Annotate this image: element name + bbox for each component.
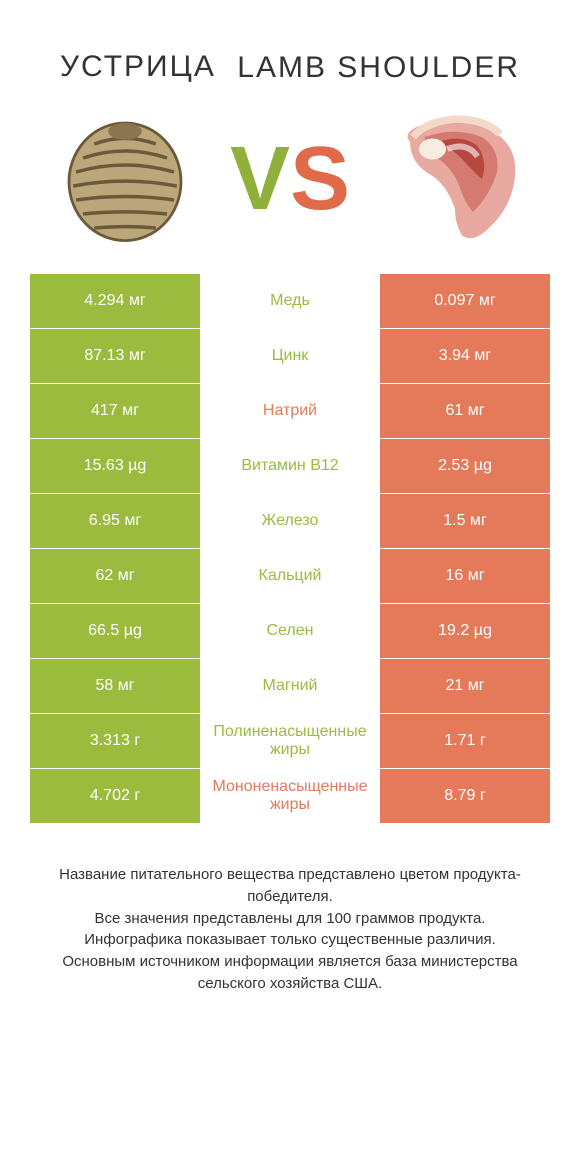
oyster-icon xyxy=(50,104,200,254)
left-value: 417 мг xyxy=(30,384,200,438)
images-row: VS xyxy=(0,94,580,274)
left-value: 58 мг xyxy=(30,659,200,713)
table-row: 66.5 µgСелен19.2 µg xyxy=(30,604,550,659)
footer-line: Основным источником информации является … xyxy=(30,951,550,995)
footer-line: Инфографика показывает только существенн… xyxy=(30,929,550,951)
footer-text: Название питательного вещества представл… xyxy=(0,824,580,995)
table-row: 4.702 гМононенасыщенные жиры8.79 г xyxy=(30,769,550,824)
right-value: 2.53 µg xyxy=(380,439,550,493)
right-value: 19.2 µg xyxy=(380,604,550,658)
right-value: 8.79 г xyxy=(380,769,550,823)
left-value: 4.702 г xyxy=(30,769,200,823)
left-value: 6.95 мг xyxy=(30,494,200,548)
footer-line: Название питательного вещества представл… xyxy=(30,864,550,908)
right-value: 1.5 мг xyxy=(380,494,550,548)
header: Устрица Lamb Shoulder xyxy=(0,0,580,94)
nutrient-label: Цинк xyxy=(200,329,380,383)
left-value: 62 мг xyxy=(30,549,200,603)
footer-line: Все значения представлены для 100 граммо… xyxy=(30,908,550,930)
right-value: 21 мг xyxy=(380,659,550,713)
nutrient-label: Селен xyxy=(200,604,380,658)
nutrient-label: Медь xyxy=(200,274,380,328)
table-row: 417 мгНатрий61 мг xyxy=(30,384,550,439)
right-value: 61 мг xyxy=(380,384,550,438)
right-value: 1.71 г xyxy=(380,714,550,768)
left-value: 66.5 µg xyxy=(30,604,200,658)
nutrient-label: Мононенасыщенные жиры xyxy=(200,769,380,823)
table-row: 3.313 гПолиненасыщенные жиры1.71 г xyxy=(30,714,550,769)
table-row: 15.63 µgВитамин B122.53 µg xyxy=(30,439,550,494)
table-row: 4.294 мгМедь0.097 мг xyxy=(30,274,550,329)
nutrient-label: Полиненасыщенные жиры xyxy=(200,714,380,768)
table-row: 62 мгКальций16 мг xyxy=(30,549,550,604)
left-title: Устрица xyxy=(60,50,216,84)
left-value: 87.13 мг xyxy=(30,329,200,383)
table-row: 6.95 мгЖелезо1.5 мг xyxy=(30,494,550,549)
left-value: 3.313 г xyxy=(30,714,200,768)
right-value: 3.94 мг xyxy=(380,329,550,383)
table-row: 87.13 мгЦинк3.94 мг xyxy=(30,329,550,384)
right-title: Lamb Shoulder xyxy=(237,51,520,84)
lamb-icon xyxy=(380,104,530,254)
table-row: 58 мгМагний21 мг xyxy=(30,659,550,714)
left-value: 15.63 µg xyxy=(30,439,200,493)
nutrient-table: 4.294 мгМедь0.097 мг87.13 мгЦинк3.94 мг4… xyxy=(0,274,580,824)
right-value: 0.097 мг xyxy=(380,274,550,328)
nutrient-label: Магний xyxy=(200,659,380,713)
nutrient-label: Железо xyxy=(200,494,380,548)
nutrient-label: Витамин B12 xyxy=(200,439,380,493)
nutrient-label: Кальций xyxy=(200,549,380,603)
left-value: 4.294 мг xyxy=(30,274,200,328)
vs-label: VS xyxy=(230,134,350,224)
right-value: 16 мг xyxy=(380,549,550,603)
nutrient-label: Натрий xyxy=(200,384,380,438)
